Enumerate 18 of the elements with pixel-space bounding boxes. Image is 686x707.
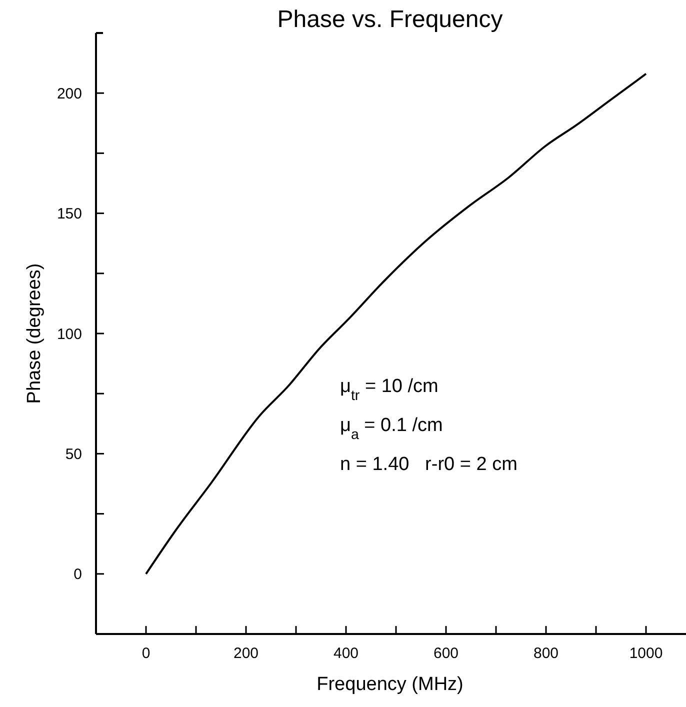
x-tick-label: 0 — [142, 645, 150, 662]
annotation: n = 1.40 r-r0 = 2 cm — [340, 454, 518, 475]
x-tick-label: 400 — [333, 645, 359, 662]
y-tick-label: 150 — [56, 206, 82, 223]
x-tick-label: 200 — [233, 645, 259, 662]
chart-title: Phase vs. Frequency — [277, 6, 503, 33]
y-axis-title: Phase (degrees) — [24, 263, 45, 404]
x-tick-label: 600 — [433, 645, 459, 662]
y-tick-label: 50 — [65, 446, 82, 463]
annotation: μ$_{tr}$ = 10 /cm — [340, 376, 438, 404]
y-tick-label: 200 — [56, 85, 82, 102]
x-tick-label: 800 — [533, 645, 559, 662]
x-axis-title: Frequency (MHz) — [316, 674, 464, 695]
annotation: μ$_{a}$ = 0.1 /cm — [340, 415, 443, 443]
line-series — [145, 72, 647, 575]
x-tick-label: 1000 — [629, 645, 663, 662]
y-tick-label: 100 — [56, 326, 82, 343]
y-tick-label: 0 — [74, 566, 82, 584]
